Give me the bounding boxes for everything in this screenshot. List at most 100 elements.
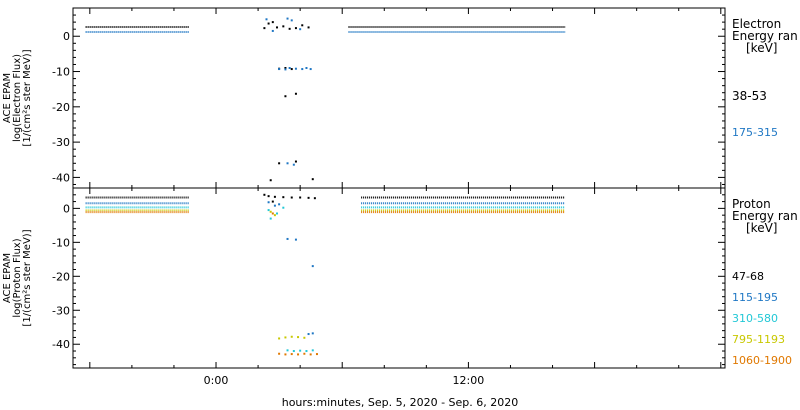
data-point [282,206,285,209]
data-point [278,68,281,71]
y-tick-label: -10 [52,236,70,249]
data-point [263,193,266,196]
data-point [278,162,281,165]
y-axis-label-line: log(Proton Flux) [12,238,23,317]
y-tick-label: -30 [52,304,70,317]
data-point [276,26,279,29]
y-tick-label: -20 [52,270,70,283]
legend-entry: 310-580 [732,312,778,325]
data-point [290,353,293,356]
data-point [294,238,297,241]
data-point [278,352,281,355]
y-tick-label: 0 [63,202,70,215]
data-point [269,217,272,220]
data-point [269,179,272,182]
data-point [278,203,281,206]
series-47-68 [85,193,566,203]
legend-entry: 1060-1900 [732,354,792,367]
legend-entry: 115-195 [732,291,778,304]
data-point [271,21,274,24]
data-point [282,196,285,199]
data-point [284,67,287,69]
legend-unit: [keV] [746,41,777,55]
legend-entry: 795-1193 [732,333,785,346]
data-point [290,19,293,22]
data-point [299,28,302,31]
data-point [307,196,310,199]
series-175-315 [85,17,566,166]
data-point [267,195,270,198]
data-point [284,336,287,339]
data-point [290,68,293,71]
data-point [276,212,279,215]
data-point [265,18,268,21]
data-point [284,353,287,356]
data-point [273,204,276,207]
data-point [301,68,304,71]
proton-flux-panel: 0 -10 -20 -30 -40 ACE EPAM log(Proton Flux) [1/… [2,187,798,369]
series-115-195 [85,201,566,336]
data-point [290,196,293,199]
data-point [278,337,281,340]
data-point [309,68,312,71]
data-point [297,353,300,356]
data-point [299,349,302,352]
data-point [307,333,310,336]
data-point [282,25,285,28]
legend-entry: 175-315 [732,126,778,139]
y-tick-label: -40 [52,338,70,351]
data-point [273,195,276,198]
panel-frame [72,187,726,369]
data-point [294,67,297,70]
series-795-1193 [85,209,566,340]
data-point [290,335,293,338]
y-tick-label: -20 [52,101,70,114]
data-point [271,212,274,215]
data-point [271,200,274,203]
series-310-580 [85,206,566,353]
legend-subtitle: Energy ran [732,29,798,43]
y-tick-label: -10 [52,66,70,79]
data-point [313,197,316,200]
data-point [267,201,270,204]
data-point [263,27,266,30]
legend-entry: 38-53 [732,89,767,103]
data-point [273,214,276,217]
legend-subtitle: Energy ran [732,209,798,223]
data-point [303,352,306,355]
data-point [286,237,289,240]
legend-unit: [keV] [746,221,777,235]
x-axis-label: hours:minutes, Sep. 5, 2020 - Sep. 6, 20… [282,396,519,409]
data-point [269,210,272,213]
y-tick-label: -30 [52,136,70,149]
data-point [305,350,308,353]
y-tick-label: -40 [52,171,70,184]
data-point [286,162,289,165]
data-point [286,349,289,352]
data-point [267,22,270,25]
x-tick-label: 12:00 [453,374,485,387]
data-point [284,68,287,71]
data-point [267,209,270,212]
data-point [311,265,314,268]
data-point [292,350,295,353]
data-point [294,27,297,30]
panel-frame [72,7,726,189]
y-axis-label-line: ACE EPAM [2,73,13,123]
y-axis-label-line: [1/(cm²s ster MeV)] [22,49,33,146]
data-point [297,336,300,339]
series-38-53 [85,21,566,182]
data-point [315,353,318,356]
data-point [311,349,314,352]
data-point [294,92,297,95]
y-axis-label-line: [1/(cm²s ster MeV)] [22,229,33,326]
time-axis: 0:00 12:00 [204,374,485,387]
data-point [292,163,295,166]
data-point [286,17,289,20]
data-point [284,95,287,98]
legend-title: Proton [732,197,771,211]
data-point [271,29,274,32]
x-tick-label: 0:00 [204,374,229,387]
